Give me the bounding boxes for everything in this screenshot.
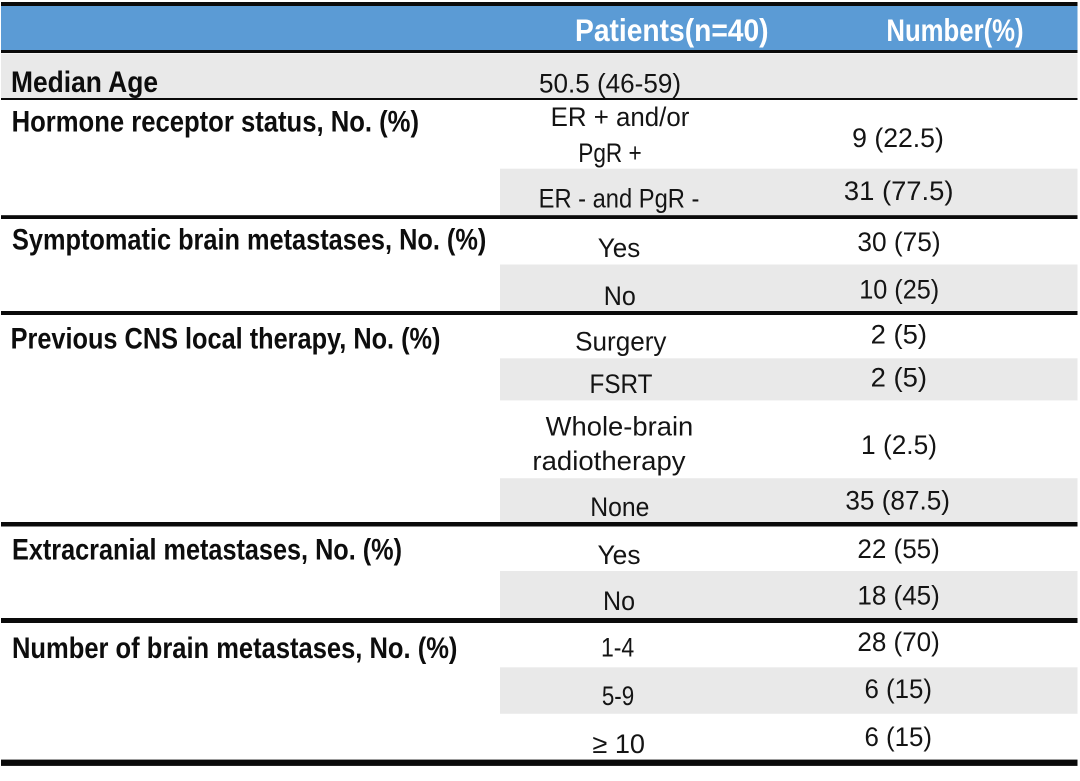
svg-text:Patients(n=40): Patients(n=40) (575, 12, 769, 48)
svg-text:FSRT: FSRT (590, 369, 653, 399)
svg-text:Surgery: Surgery (575, 326, 667, 356)
svg-text:Median Age: Median Age (11, 66, 158, 99)
svg-text:35 (87.5): 35 (87.5) (845, 486, 950, 516)
svg-text:Hormone receptor status, No. (: Hormone receptor status, No. (%) (12, 106, 419, 139)
svg-text:PgR +: PgR + (578, 138, 642, 168)
svg-text:No: No (603, 586, 635, 616)
svg-text:Number of brain metastases, No: Number of brain metastases, No. (%) (12, 632, 457, 665)
svg-text:1-4: 1-4 (601, 633, 634, 663)
svg-text:None: None (590, 492, 649, 522)
svg-text:30 (75): 30 (75) (857, 227, 940, 257)
svg-text:50.5 (46-59): 50.5 (46-59) (539, 69, 681, 99)
svg-text:2 (5): 2 (5) (871, 319, 927, 349)
svg-text:28 (70): 28 (70) (857, 627, 939, 657)
svg-text:ER + and/or: ER + and/or (551, 102, 690, 132)
svg-text:No: No (604, 281, 636, 311)
svg-text:10 (25): 10 (25) (859, 274, 939, 304)
svg-text:18 (45): 18 (45) (857, 581, 939, 611)
svg-text:31 (77.5): 31 (77.5) (844, 176, 954, 206)
svg-text:Symptomatic brain metastases,: Symptomatic brain metastases, No. (%) (12, 224, 486, 257)
svg-text:Yes: Yes (598, 540, 641, 570)
svg-text:Whole-brain: Whole-brain (546, 411, 694, 441)
svg-text:Extracranial metastases, No. (: Extracranial metastases, No. (%) (12, 534, 402, 567)
svg-text:radiotherapy: radiotherapy (532, 446, 686, 476)
svg-text:Number(%): Number(%) (886, 12, 1023, 48)
svg-text:6 (15): 6 (15) (864, 674, 932, 704)
svg-text:6 (15): 6 (15) (864, 722, 932, 752)
svg-text:Yes: Yes (598, 233, 640, 263)
svg-text:ER - and PgR -: ER - and PgR - (539, 184, 700, 214)
svg-text:2 (5): 2 (5) (871, 362, 927, 392)
svg-text:1 (2.5): 1 (2.5) (861, 430, 937, 460)
svg-text:9 (22.5): 9 (22.5) (852, 123, 944, 153)
svg-text:Previous CNS local therapy, No: Previous CNS local therapy, No. (%) (11, 323, 441, 356)
svg-text:5-9: 5-9 (602, 681, 634, 711)
svg-text:22 (55): 22 (55) (857, 534, 939, 564)
svg-text:≥ 10: ≥ 10 (592, 729, 645, 759)
